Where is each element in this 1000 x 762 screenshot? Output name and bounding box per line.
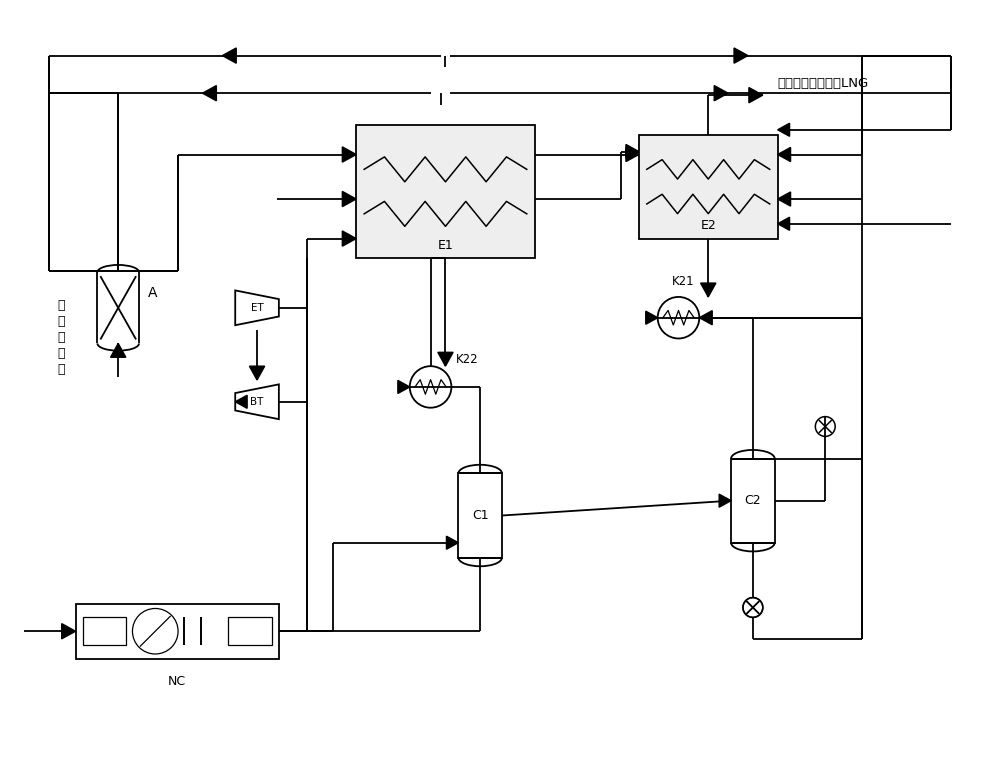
Text: A: A: [148, 286, 157, 300]
Polygon shape: [342, 147, 356, 162]
Text: NC: NC: [168, 675, 186, 688]
Text: E2: E2: [700, 219, 716, 232]
Polygon shape: [235, 384, 279, 419]
Polygon shape: [699, 311, 712, 325]
Text: 合
成
氨
尾
气: 合 成 氨 尾 气: [57, 299, 64, 376]
Bar: [83, 617, 126, 645]
Polygon shape: [446, 536, 458, 549]
Text: 高纯度液化天然气LNG: 高纯度液化天然气LNG: [778, 77, 869, 90]
Polygon shape: [734, 48, 748, 63]
Bar: [731, 459, 775, 543]
Polygon shape: [438, 352, 453, 367]
Text: ET: ET: [251, 303, 263, 313]
Polygon shape: [749, 88, 763, 103]
Polygon shape: [249, 367, 265, 380]
Polygon shape: [235, 290, 279, 325]
Text: K22: K22: [456, 353, 479, 366]
Polygon shape: [778, 217, 790, 230]
Polygon shape: [398, 380, 410, 393]
Polygon shape: [778, 192, 791, 206]
Bar: [228, 617, 272, 645]
Bar: [76, 604, 279, 659]
Polygon shape: [342, 191, 356, 207]
Polygon shape: [646, 311, 658, 324]
Polygon shape: [222, 48, 236, 63]
Polygon shape: [342, 231, 356, 246]
Polygon shape: [778, 123, 790, 136]
Polygon shape: [701, 283, 716, 297]
Polygon shape: [111, 344, 126, 357]
Text: BT: BT: [250, 397, 264, 407]
Polygon shape: [203, 85, 216, 101]
Bar: [458, 473, 502, 558]
Bar: [639, 135, 778, 239]
Polygon shape: [719, 494, 731, 507]
Bar: [356, 125, 535, 258]
Polygon shape: [626, 145, 639, 158]
Polygon shape: [235, 395, 247, 408]
Polygon shape: [626, 147, 639, 162]
Polygon shape: [778, 147, 791, 162]
Text: E1: E1: [438, 239, 453, 252]
Text: K21: K21: [672, 275, 695, 288]
Text: C1: C1: [472, 509, 488, 522]
Text: C2: C2: [745, 495, 761, 507]
Polygon shape: [714, 85, 728, 101]
Polygon shape: [62, 623, 76, 639]
